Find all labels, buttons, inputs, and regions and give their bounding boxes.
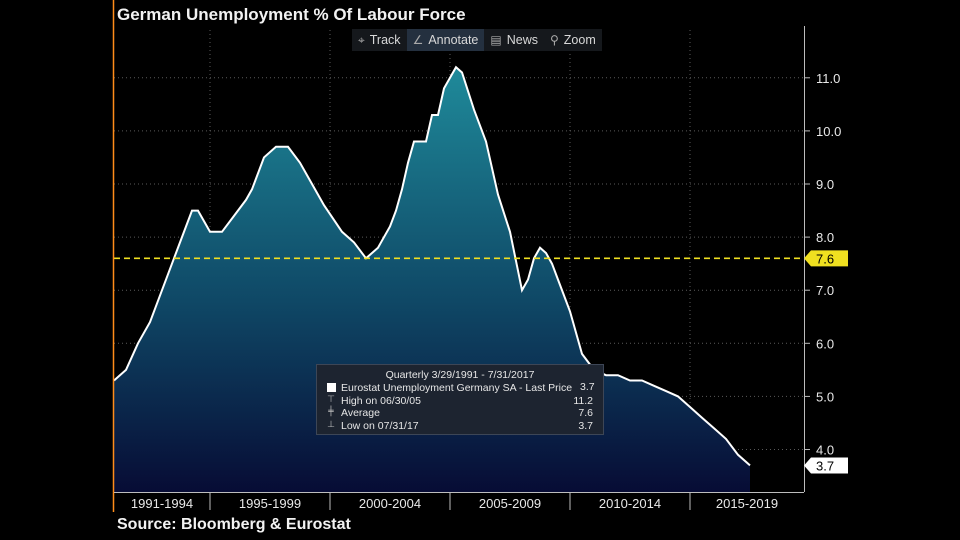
y-tick-label: 5.0 <box>816 389 834 404</box>
average-value-label: 7.6 <box>816 251 834 266</box>
y-tick-label: 6.0 <box>816 336 834 351</box>
y-tick-label: 9.0 <box>816 177 834 192</box>
low-marker-icon: ⊥ <box>327 419 335 430</box>
high-label: High on 06/30/05 <box>341 394 421 407</box>
y-tick-label: 8.0 <box>816 230 834 245</box>
low-label: Low on 07/31/17 <box>341 419 419 432</box>
x-tick-label: 2015-2019 <box>716 496 778 511</box>
news-button[interactable]: ▤ News <box>484 29 544 51</box>
y-tick-label: 10.0 <box>816 124 841 139</box>
pencil-icon: ∠ <box>412 33 424 47</box>
tooltip-header: Quarterly 3/29/1991 - 7/31/2017 <box>385 369 535 381</box>
high-marker-icon: ⊤ <box>327 394 335 405</box>
legend-swatch-icon <box>325 382 337 395</box>
x-tick-label: 2000-2004 <box>359 496 421 511</box>
source-note: Source: Bloomberg & Eurostat <box>117 516 351 533</box>
page-title: German Unemployment % Of Labour Force <box>117 5 466 24</box>
y-tick-label: 11.0 <box>816 71 840 86</box>
series-last-value: 3.7 <box>580 381 595 393</box>
y-tick-label: 7.0 <box>816 283 834 298</box>
x-tick-label: 2005-2009 <box>479 496 541 511</box>
x-tick-label: 1991-1994 <box>131 496 193 511</box>
value-labels: 7.6 3.7 <box>804 250 848 474</box>
track-label: Track <box>369 33 401 47</box>
tooltip-high-row: ⊤ High on 06/30/05 11.2 <box>317 395 603 408</box>
y-tick-label: 4.0 <box>816 443 834 458</box>
tooltip-average-row: ╪ Average 7.6 <box>317 407 603 420</box>
low-value: 3.7 <box>578 419 593 432</box>
tooltip-series-row: Eurostat Unemployment Germany SA - Last … <box>317 382 603 395</box>
zoom-button[interactable]: ⚲ Zoom <box>544 29 602 51</box>
last-value-tag <box>804 457 848 474</box>
average-marker-icon: ╪ <box>328 407 334 417</box>
x-tick-label: 2010-2014 <box>599 496 661 511</box>
magnifier-icon: ⚲ <box>549 33 559 47</box>
x-axis: 1991-1994 1995-1999 2000-2004 2005-2009 2010… <box>114 492 804 511</box>
x-tick-label: 1995-1999 <box>239 496 301 511</box>
average-label: Average <box>341 407 380 419</box>
chart-tooltip: Quarterly 3/29/1991 - 7/31/2017 Eurostat… <box>316 364 604 435</box>
zoom-label: Zoom <box>563 33 596 47</box>
annotate-label: Annotate <box>428 33 479 47</box>
chart-toolbar: ⌖ Track ∠ Annotate ▤ News ⚲ Zoom <box>352 29 602 51</box>
y-axis: 4.0 5.0 6.0 7.0 8.0 9.0 10.0 11.0 <box>804 26 841 492</box>
series-label: Eurostat Unemployment Germany SA - Last … <box>341 382 573 394</box>
average-value: 7.6 <box>578 407 593 419</box>
news-label: News <box>506 33 538 47</box>
last-value-label: 3.7 <box>816 458 834 473</box>
crosshair-icon: ⌖ <box>358 32 365 47</box>
average-value-tag <box>804 250 848 267</box>
annotate-button[interactable]: ∠ Annotate <box>406 29 485 51</box>
high-value: 11.2 <box>573 394 593 407</box>
tooltip-low-row: ⊥ Low on 07/31/17 3.7 <box>317 420 603 433</box>
news-icon: ▤ <box>490 33 502 47</box>
track-button[interactable]: ⌖ Track <box>352 29 407 51</box>
series-line <box>113 65 751 467</box>
